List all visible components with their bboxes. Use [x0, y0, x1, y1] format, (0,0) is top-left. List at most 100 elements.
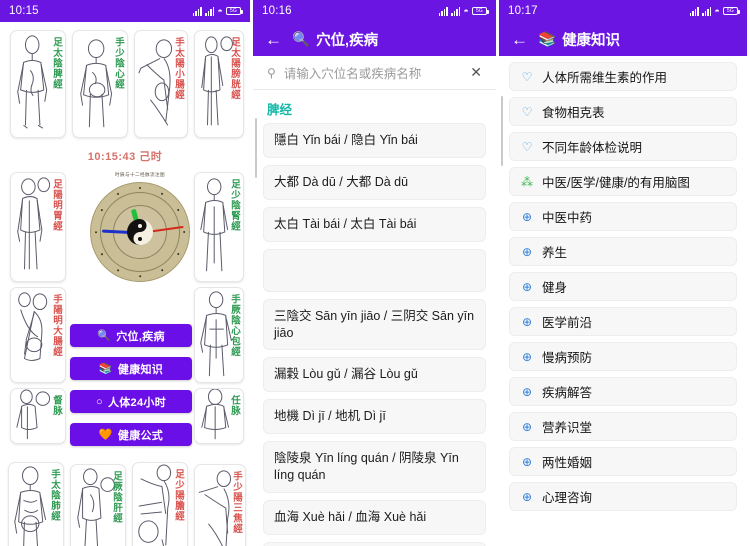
- meridian-label: 督脉: [51, 395, 62, 416]
- meridian-label: 足厥陰肝經: [111, 471, 122, 524]
- health-topic-label: 两性婚姻: [542, 456, 593, 470]
- meridian-card[interactable]: 手陽明大腸經: [10, 287, 66, 383]
- globe-icon: ⊕: [521, 279, 533, 294]
- health-topic-item[interactable]: ⊕ 中医中药: [509, 202, 737, 231]
- button-acupoint-disease[interactable]: 🔍 穴位,疾病: [70, 324, 192, 347]
- clock-icon: ○: [96, 395, 103, 408]
- meridian-label: 手少陽三焦經: [231, 471, 242, 534]
- meridian-label: 手少陰心經: [113, 37, 124, 90]
- acupoint-list-item[interactable]: 三陰交 Sān yīn jiāo / 三阴交 Sān yīn jiāo: [263, 298, 486, 351]
- health-topic-label: 人体所需维生素的作用: [542, 71, 668, 85]
- button-body-24h[interactable]: ○ 人体24小时: [70, 390, 192, 413]
- body-figure: [195, 288, 243, 382]
- body-figure: [135, 31, 187, 137]
- page-title: 🔍 穴位,疾病: [292, 29, 378, 50]
- status-bar-left: 10:15 ◓ 5G: [0, 0, 250, 22]
- meridian-card[interactable]: 足厥陰肝經: [70, 464, 126, 546]
- app-bar-acupoint: ← 🔍 穴位,疾病: [253, 22, 496, 56]
- status-time: 10:17: [508, 5, 538, 17]
- body-figure: [9, 463, 63, 546]
- meridian-card[interactable]: 手太陰肺經: [8, 462, 64, 546]
- health-topic-item[interactable]: ⊕ 健身: [509, 272, 737, 301]
- meridian-label: 任脉: [229, 395, 240, 416]
- meridian-label: 手太陰肺經: [49, 469, 60, 522]
- health-topic-item[interactable]: ⊕ 心理咨询: [509, 482, 737, 511]
- acupoint-list-item[interactable]: 陰陵泉 Yīn líng quán / 阴陵泉 Yīn líng quán: [263, 441, 486, 493]
- body-figure: [11, 389, 65, 443]
- signal-icon-2: [701, 6, 712, 16]
- scroll-indicator[interactable]: [255, 118, 257, 178]
- acupoint-list-item[interactable]: 地機 Dì jī / 地机 Dì jī: [263, 399, 486, 435]
- back-arrow-icon[interactable]: ←: [265, 29, 282, 49]
- health-topic-item[interactable]: ⊕ 慢病预防: [509, 342, 737, 371]
- heart-icon: 🧡: [98, 429, 113, 441]
- back-arrow-icon[interactable]: ←: [511, 29, 528, 49]
- button-label: 穴位,疾病: [116, 330, 165, 343]
- health-topic-item[interactable]: ⊕ 疾病解答: [509, 377, 737, 406]
- health-topic-item[interactable]: ⊕ 医学前沿: [509, 307, 737, 336]
- battery-icon: 5G: [472, 7, 489, 15]
- acupoint-list-item[interactable]: 箕門 Jī mén / 箕门 Jī mén: [263, 541, 486, 546]
- acupoint-list-item[interactable]: 血海 Xuè hǎi / 血海 Xuè hǎi: [263, 499, 486, 535]
- body-figure: [11, 31, 65, 137]
- health-topic-label: 食物相克表: [542, 106, 605, 120]
- acupoint-list-item[interactable]: 大都 Dà dū / 大都 Dà dū: [263, 164, 486, 200]
- meridian-card[interactable]: 手少陰心經: [72, 30, 128, 138]
- acupoint-list-item[interactable]: 漏穀 Lòu gǔ / 漏谷 Lòu gǔ: [263, 357, 486, 393]
- acupoint-list-item[interactable]: 太白 Tài bái / 太白 Tài bái: [263, 206, 486, 242]
- heart-pulse-icon: ♡: [521, 139, 533, 154]
- health-topic-item[interactable]: ♡ 不同年龄体检说明: [509, 132, 737, 161]
- battery-icon: 5G: [226, 7, 243, 15]
- button-health-knowledge[interactable]: 📚 健康知识: [70, 357, 192, 380]
- search-bar[interactable]: ⚲ 请输入穴位名或疾病名称 ✕: [253, 56, 496, 90]
- body-figure: [71, 465, 125, 546]
- screen-acupoint-search: 10:16 ◓ 5G ← 🔍 穴位,疾病 ⚲ 请输入穴位名或疾病名称 ✕ 脾经 …: [250, 0, 496, 546]
- health-topic-item[interactable]: ♡ 食物相克表: [509, 97, 737, 126]
- meridian-card[interactable]: 手厥陰心包經: [194, 287, 244, 383]
- status-icons: ◓ 5G: [438, 6, 489, 16]
- books-icon: 📚: [98, 363, 113, 375]
- meridian-card[interactable]: 督脉: [10, 388, 66, 444]
- yin-yang-icon: [127, 219, 153, 245]
- acupoint-list-item-empty[interactable]: [263, 248, 486, 292]
- health-topic-item[interactable]: ⊕ 两性婚姻: [509, 447, 737, 476]
- health-topic-list: ♡ 人体所需维生素的作用 ♡ 食物相克表 ♡ 不同年龄体检说明 ⁂ 中医/医学/健康/的有用脑…: [499, 56, 747, 511]
- heart-pulse-icon: ♡: [521, 69, 533, 84]
- meridian-card[interactable]: 任脉: [194, 388, 244, 444]
- health-topic-label: 疾病解答: [542, 386, 593, 400]
- health-topic-label: 医学前沿: [542, 316, 593, 330]
- meridian-card[interactable]: 足少陰腎經: [194, 172, 244, 282]
- acupoint-list-item[interactable]: 隱白 Yǐn bái / 隐白 Yǐn bái: [263, 123, 486, 158]
- health-topic-item[interactable]: ⁂ 中医/医学/健康/的有用脑图: [509, 167, 737, 196]
- globe-icon: ⊕: [521, 244, 533, 259]
- meridian-card[interactable]: 足陽明胃經: [10, 172, 66, 282]
- search-input[interactable]: 请输入穴位名或疾病名称: [283, 67, 422, 81]
- clear-icon[interactable]: ✕: [470, 64, 482, 80]
- magnifier-icon: 🔍: [292, 31, 311, 48]
- status-bar-mid: 10:16 ◓ 5G: [253, 0, 496, 22]
- globe-icon: ⊕: [521, 419, 533, 434]
- meridian-card[interactable]: 手太陽小腸經: [134, 30, 188, 138]
- globe-icon: ⊕: [521, 349, 533, 364]
- home-action-buttons: 🔍 穴位,疾病 📚 健康知识 ○ 人体24小时 🧡 健康公式: [70, 324, 192, 446]
- clock-chart-title: 时辰与十二经脉流注图: [115, 172, 165, 177]
- health-topic-item[interactable]: ⊕ 养生: [509, 237, 737, 266]
- button-health-formula[interactable]: 🧡 健康公式: [70, 423, 192, 446]
- home-body: 足太陰脾經 手少陰心經: [0, 22, 250, 546]
- status-time: 10:16: [262, 5, 292, 17]
- section-header-spleen-meridian: 脾经: [267, 103, 293, 117]
- meridian-card[interactable]: 足少陽膽經: [132, 462, 188, 546]
- meridian-flow-clock[interactable]: 时辰与十二经脉流注图: [86, 172, 194, 304]
- clock-dial: [90, 182, 190, 282]
- meridian-card[interactable]: 足太陰脾經: [10, 30, 66, 138]
- meridian-card[interactable]: 手少陽三焦經: [194, 464, 246, 546]
- health-topic-label: 中医/医学/健康/的有用脑图: [542, 176, 690, 190]
- meridian-label: 手陽明大腸經: [51, 294, 62, 357]
- page-title: 📚 健康知识: [538, 29, 620, 50]
- scroll-indicator[interactable]: [501, 96, 503, 166]
- current-shichen-time: 10:15:43 己时: [87, 151, 163, 163]
- books-icon: 📚: [538, 31, 557, 48]
- health-topic-item[interactable]: ♡ 人体所需维生素的作用: [509, 62, 737, 91]
- health-topic-item[interactable]: ⊕ 营养识堂: [509, 412, 737, 441]
- meridian-card[interactable]: 足太陽膀胱經: [194, 30, 244, 138]
